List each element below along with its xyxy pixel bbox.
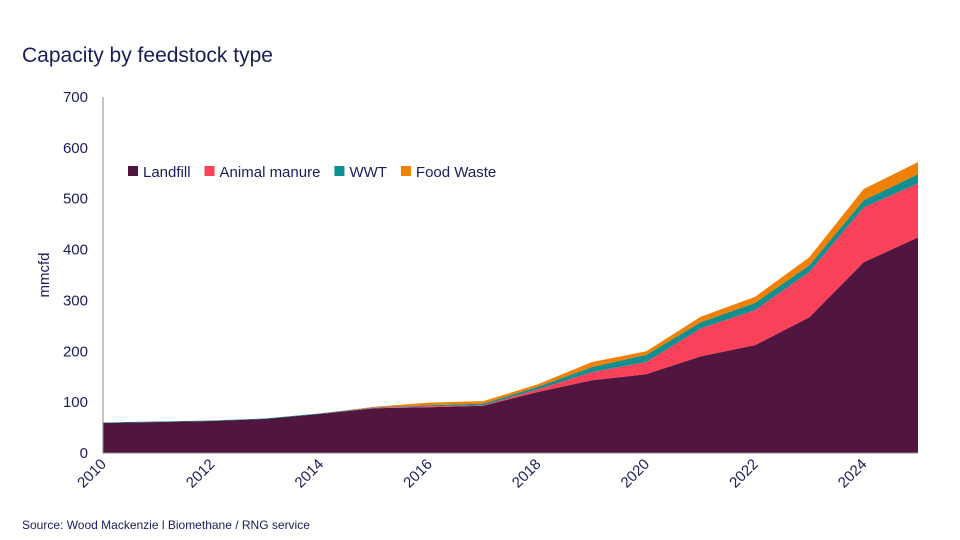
y-tick-label: 300 [63,292,88,309]
x-tick-label: 2014 [292,456,328,492]
x-tick-label: 2012 [183,456,219,492]
legend-swatch [128,166,138,176]
legend-swatch [204,166,215,176]
y-tick-label: 400 [63,242,88,259]
x-tick-label: 2018 [509,456,545,492]
x-tick-label: 2022 [726,456,762,492]
legend-swatch [400,166,411,176]
y-tick-label: 200 [63,343,88,360]
legend-label: Animal manure [220,164,321,181]
y-tick-label: 500 [63,191,88,208]
x-tick-label: 2016 [400,456,436,492]
y-tick-label: 0 [80,445,88,462]
legend-label: Food Waste [416,164,496,181]
area-landfill [103,237,918,453]
chart-title: Capacity by feedstock type [22,44,273,67]
y-tick-label: 600 [63,140,88,157]
x-tick-label: 2024 [835,456,871,492]
x-tick-label: 2020 [618,456,654,492]
y-tick-label: 700 [63,89,88,106]
source-note: Source: Wood Mackenzie l Biomethane / RN… [22,518,310,532]
legend-label: Landfill [143,164,191,181]
legend-label: WWT [349,164,386,181]
y-tick-label: 100 [63,394,88,411]
y-axis-label: mmcfd [36,253,53,298]
legend-swatch [334,166,345,176]
